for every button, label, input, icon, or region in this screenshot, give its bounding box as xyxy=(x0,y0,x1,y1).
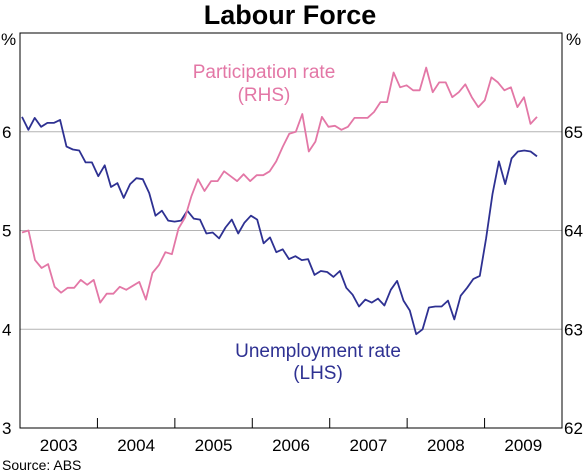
unemployment-rate-axis-note: (LHS) xyxy=(293,363,343,384)
unemployment-rate-line xyxy=(21,116,538,336)
participation-rate-label: Participation rate xyxy=(193,62,336,83)
right-axis-labels: 62 63 64 65 xyxy=(564,123,583,438)
right-tick-label: 63 xyxy=(564,320,583,339)
plot-frame xyxy=(19,32,563,429)
participation-rate-line xyxy=(21,66,538,304)
chart-title: Labour Force xyxy=(204,0,377,30)
x-axis-ticks xyxy=(96,418,486,428)
left-tick-label: 6 xyxy=(2,123,11,142)
left-tick-label: 4 xyxy=(2,320,11,339)
left-tick-label: 5 xyxy=(2,222,11,241)
x-tick-label: 2007 xyxy=(350,436,388,455)
x-tick-label: 2006 xyxy=(272,436,310,455)
x-axis-labels: 2003 2004 2005 2006 2007 2008 2009 xyxy=(40,436,542,455)
x-tick-label: 2009 xyxy=(504,436,542,455)
x-tick-label: 2003 xyxy=(40,436,78,455)
right-axis-unit: % xyxy=(566,30,581,49)
left-axis-unit: % xyxy=(1,30,16,49)
left-axis-labels: 3 4 5 6 xyxy=(2,123,11,438)
series-lines xyxy=(21,66,538,336)
right-tick-label: 62 xyxy=(564,419,583,438)
gridlines xyxy=(20,131,562,330)
source-note: Source: ABS xyxy=(2,457,81,473)
right-tick-label: 64 xyxy=(564,222,583,241)
right-tick-label: 65 xyxy=(564,123,583,142)
participation-rate-axis-note: (RHS) xyxy=(238,85,291,106)
x-tick-label: 2008 xyxy=(427,436,465,455)
x-tick-label: 2005 xyxy=(195,436,233,455)
unemployment-rate-label: Unemployment rate xyxy=(235,341,401,362)
x-tick-label: 2004 xyxy=(117,436,155,455)
left-tick-label: 3 xyxy=(2,419,11,438)
